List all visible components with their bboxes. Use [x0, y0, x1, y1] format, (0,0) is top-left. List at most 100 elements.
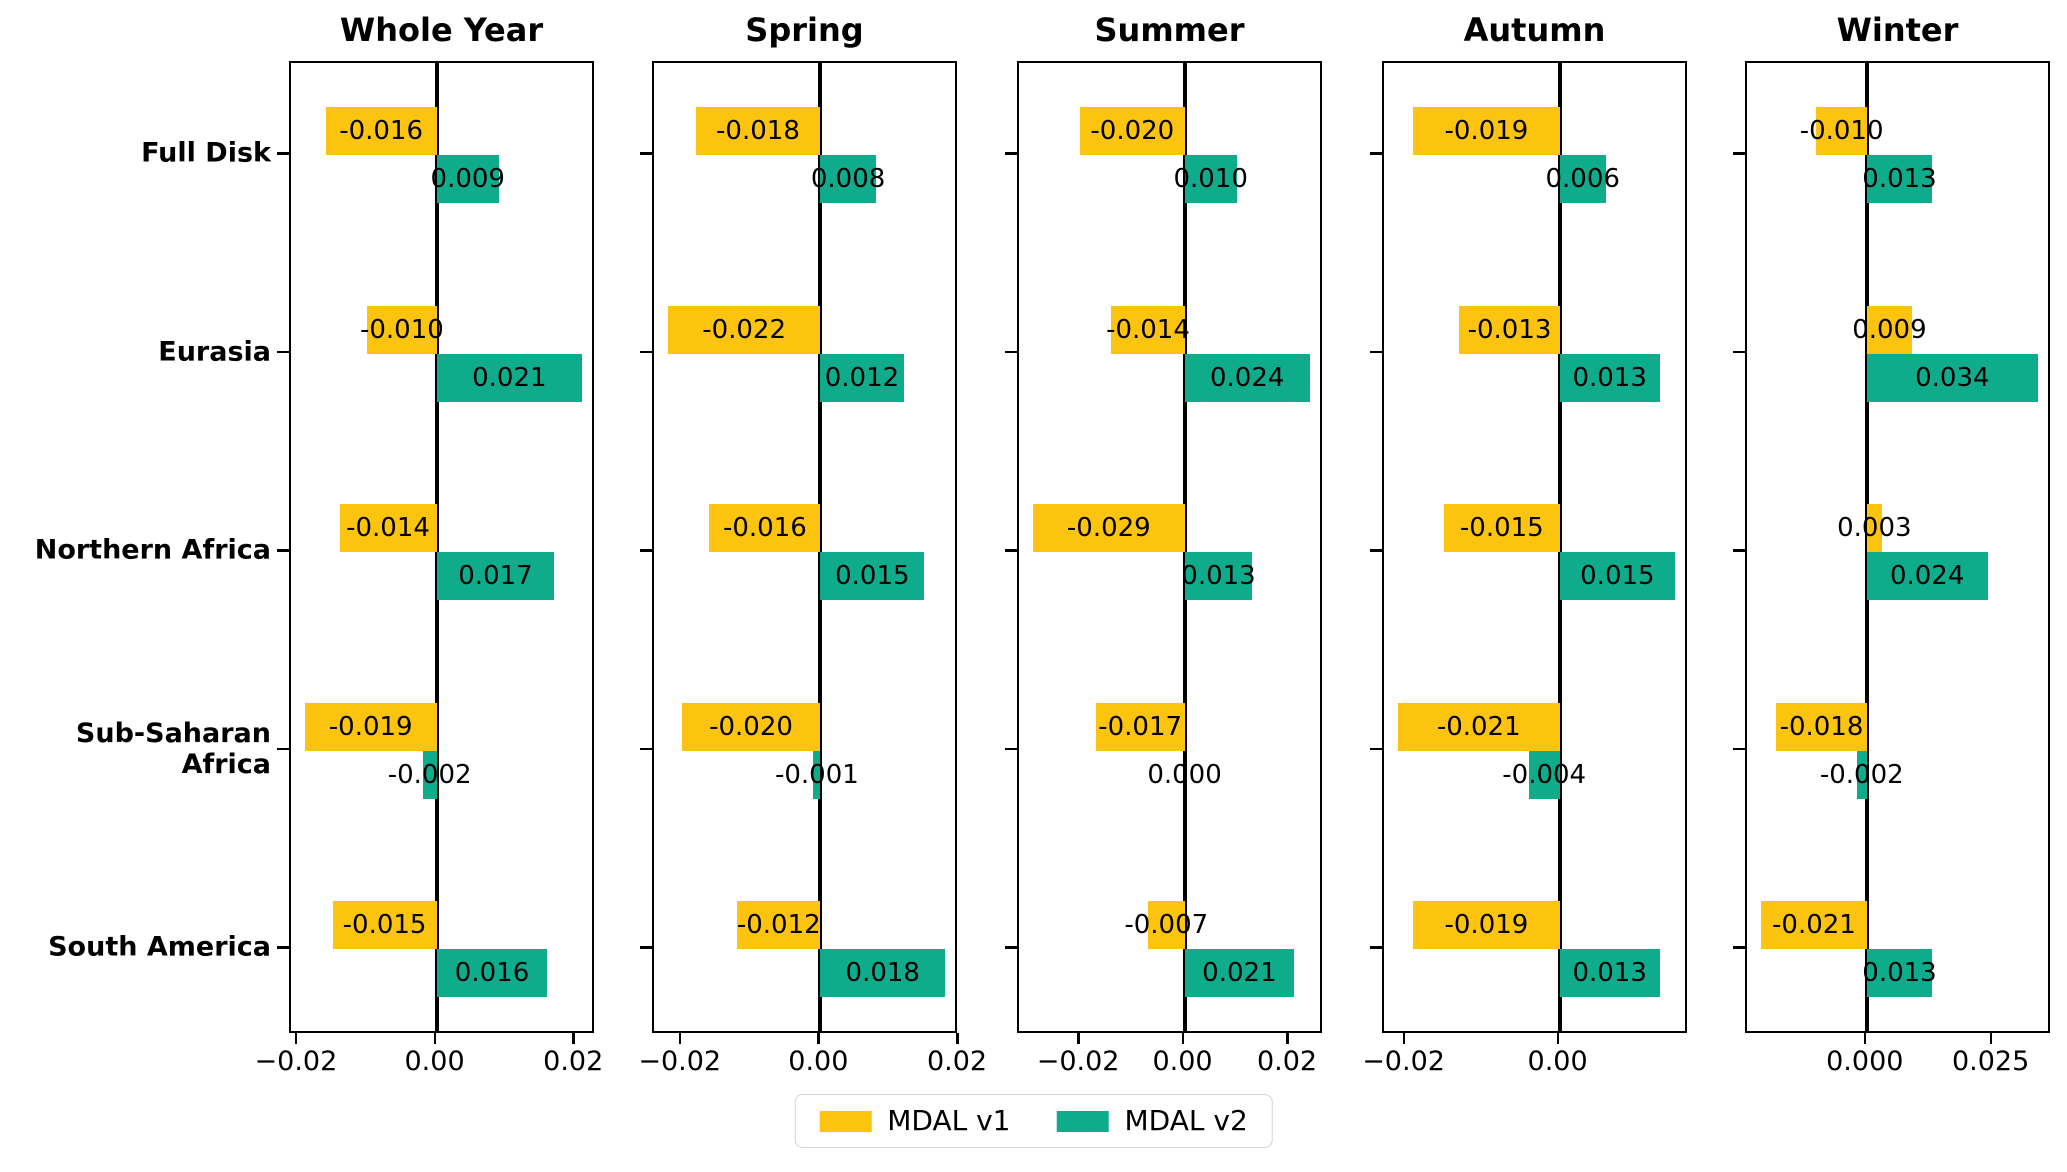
y-tick — [277, 350, 289, 354]
bar-mdal-v2-eurasia — [1184, 353, 1310, 402]
bar-mdal-v2-northern-africa — [1866, 552, 1988, 601]
y-tick — [1370, 350, 1382, 354]
panel-title-autumn: Autumn — [1463, 11, 1606, 49]
bar-value-label: -0.017 — [1098, 711, 1183, 742]
legend-swatch-mdal-v1 — [819, 1110, 872, 1132]
y-tick — [1005, 350, 1017, 354]
bar-value-label: 0.024 — [1889, 561, 1965, 592]
y-tick — [1005, 549, 1017, 552]
bar-value-label: 0.013 — [1862, 164, 1937, 194]
y-tick — [1005, 946, 1017, 949]
y-tick — [1005, 747, 1017, 751]
bar-value-label: 0.015 — [1580, 561, 1655, 592]
x-tick — [1286, 1033, 1289, 1044]
y-tick — [1370, 747, 1382, 751]
bar-value-label: -0.014 — [1106, 314, 1190, 345]
bar-mdal-v2-south-america — [820, 949, 946, 998]
bar-value-label: 0.013 — [1572, 362, 1647, 393]
legend-label-mdal-v2: MDAL v2 — [1124, 1104, 1248, 1137]
bar-mdal-v1-full-disk — [1816, 107, 1867, 155]
bar-mdal-v1-northern-africa — [1444, 504, 1560, 553]
bar-value-label: 0.013 — [1572, 958, 1647, 989]
bar-value-label: 0.000 — [1147, 759, 1222, 790]
bar-value-label: 0.013 — [1862, 958, 1937, 989]
bar-mdal-v2-northern-africa — [1184, 552, 1253, 601]
bar-value-label: 0.013 — [1181, 561, 1256, 592]
bar-mdal-v2-sub-saharan-africa — [422, 750, 437, 799]
bar-value-label: -0.016 — [722, 513, 807, 544]
bar-value-label: 0.006 — [1545, 164, 1620, 194]
bar-mdal-v2-south-america — [1184, 949, 1295, 998]
x-tick-label: −0.02 — [254, 1046, 338, 1077]
y-tick — [277, 549, 289, 552]
bar-mdal-v2-eurasia — [1866, 353, 2038, 402]
bar-value-label: -0.012 — [736, 910, 821, 941]
bar-value-label: -0.013 — [1467, 314, 1552, 345]
bar-mdal-v2-south-america — [1559, 949, 1660, 998]
y-tick — [640, 549, 652, 552]
bar-mdal-v1-northern-africa — [339, 504, 437, 553]
x-tick — [433, 1033, 437, 1044]
panel-title-winter: Winter — [1836, 11, 1959, 49]
bar-value-label: -0.010 — [359, 314, 444, 345]
bar-value-label: -0.007 — [1124, 910, 1209, 941]
y-axis-label-eurasia: Eurasia — [158, 336, 271, 368]
bar-value-label: -0.018 — [1779, 711, 1864, 742]
bar-value-label: 0.008 — [810, 164, 886, 194]
bar-value-label: 0.018 — [845, 958, 920, 989]
bar-value-label: 0.012 — [824, 362, 900, 393]
bar-mdal-v2-northern-africa — [820, 552, 925, 601]
bar-mdal-v1-sub-saharan-africa — [681, 702, 821, 751]
y-tick — [1733, 747, 1745, 751]
bar-mdal-v1-northern-africa — [1866, 504, 1882, 553]
bar-value-label: -0.002 — [387, 759, 472, 790]
bar-mdal-v2-full-disk — [436, 155, 499, 203]
panel-winter: -0.010 0.013 0.009 0.034 0.003 0.024 -0.018 -0.… — [1745, 61, 2050, 1033]
bar-value-label: -0.018 — [716, 116, 800, 146]
legend-entry-mdal-v1: MDAL v1 — [819, 1104, 1011, 1137]
panel-autumn: -0.019 0.006 -0.013 0.013 -0.015 0.015 -0.021 -… — [1382, 61, 1687, 1033]
zero-line — [818, 63, 823, 1031]
bar-mdal-v1-south-america — [1761, 901, 1867, 950]
panel-spring: -0.018 0.008 -0.022 0.012 -0.016 0.015 -0.020 -… — [652, 61, 957, 1033]
y-tick — [640, 946, 652, 949]
x-tick-label: 0.02 — [543, 1046, 604, 1077]
bar-value-label: 0.016 — [454, 958, 530, 989]
bar-value-label: -0.029 — [1066, 513, 1151, 544]
x-tick — [1181, 1033, 1185, 1044]
y-axis-label-full-disk: Full Disk — [141, 137, 271, 169]
bar-mdal-v2-full-disk — [1184, 155, 1237, 203]
bar-mdal-v1-eurasia — [667, 305, 821, 354]
y-axis-label-south-america: South America — [48, 931, 271, 963]
y-tick — [277, 747, 289, 751]
y-tick — [1370, 946, 1382, 949]
bar-mdal-v2-south-america — [436, 949, 548, 998]
bar-value-label: 0.021 — [1202, 958, 1277, 989]
x-tick — [1989, 1033, 1993, 1044]
bar-value-label: -0.015 — [1459, 513, 1544, 544]
bar-mdal-v1-northern-africa — [709, 504, 821, 553]
x-tick-label: −0.02 — [638, 1046, 722, 1077]
bar-mdal-v1-sub-saharan-africa — [1397, 702, 1560, 751]
bar-value-label: -0.016 — [339, 116, 424, 146]
x-tick — [956, 1033, 959, 1044]
bar-mdal-v1-sub-saharan-africa — [1776, 702, 1867, 751]
x-tick-label: 0.02 — [1256, 1046, 1318, 1077]
bar-mdal-v1-full-disk — [1413, 107, 1560, 155]
bar-mdal-v2-full-disk — [1866, 155, 1933, 203]
y-tick — [640, 350, 652, 354]
x-tick — [294, 1033, 298, 1044]
bar-value-label: -0.021 — [1436, 711, 1521, 742]
bar-value-label: 0.009 — [1852, 314, 1927, 345]
x-tick-label: 0.00 — [788, 1046, 849, 1077]
bar-value-label: -0.002 — [1819, 759, 1904, 790]
bar-mdal-v2-south-america — [1866, 949, 1933, 998]
x-tick-label: 0.02 — [926, 1046, 988, 1077]
y-axis-label-sub-saharan-africa: Sub-Saharan Africa — [75, 717, 271, 780]
bar-value-label: 0.024 — [1210, 362, 1285, 393]
bar-mdal-v1-eurasia — [1111, 305, 1185, 354]
bar-mdal-v2-eurasia — [1559, 353, 1660, 402]
legend-label-mdal-v1: MDAL v1 — [887, 1104, 1011, 1137]
panel-title-summer: Summer — [1094, 11, 1245, 49]
bar-value-label: 0.021 — [472, 362, 547, 393]
